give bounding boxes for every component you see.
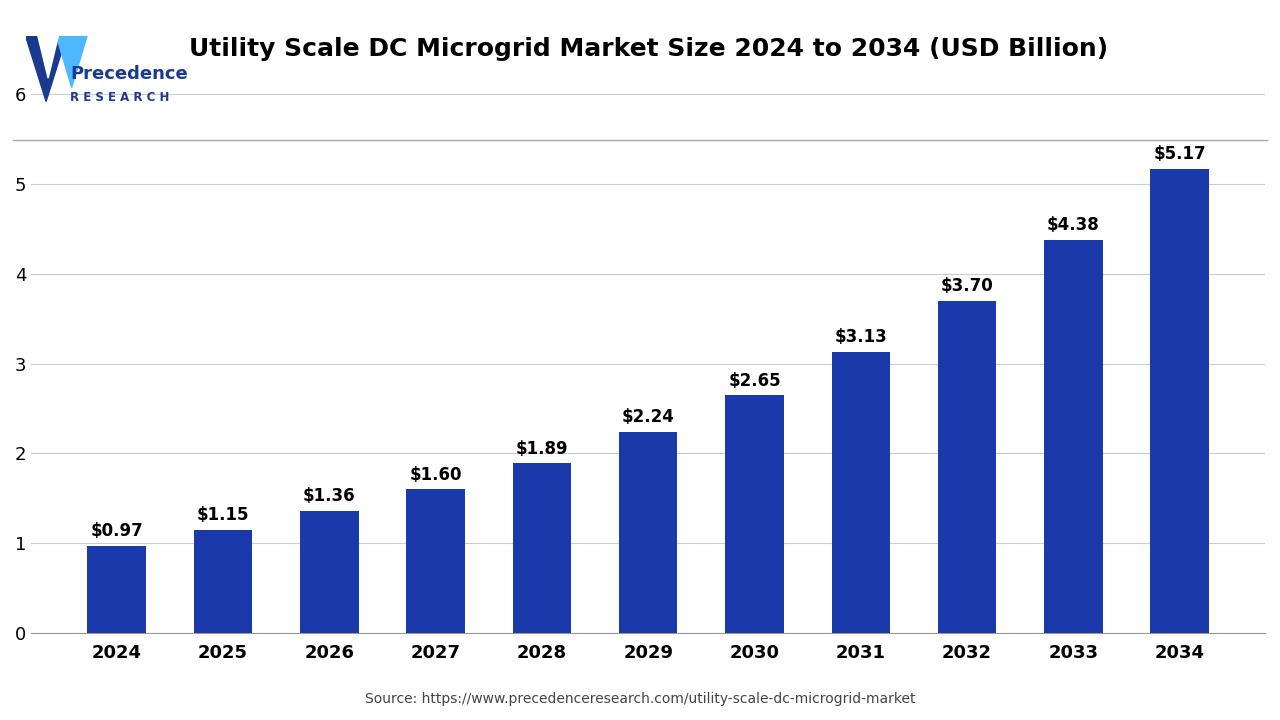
Polygon shape: [26, 36, 67, 102]
Bar: [300, 510, 358, 633]
Bar: [87, 546, 146, 633]
Bar: [193, 529, 252, 633]
Text: $1.89: $1.89: [516, 440, 568, 458]
Bar: [620, 432, 677, 633]
Text: $2.65: $2.65: [728, 372, 781, 390]
Bar: [1044, 240, 1102, 633]
Text: $2.24: $2.24: [622, 408, 675, 426]
Polygon shape: [56, 36, 87, 87]
Bar: [513, 463, 571, 633]
Text: $0.97: $0.97: [91, 522, 143, 540]
Text: $1.15: $1.15: [197, 506, 250, 524]
Bar: [406, 489, 465, 633]
Text: R E S E A R C H: R E S E A R C H: [70, 91, 170, 104]
Title: Utility Scale DC Microgrid Market Size 2024 to 2034 (USD Billion): Utility Scale DC Microgrid Market Size 2…: [188, 37, 1107, 60]
Text: $1.36: $1.36: [303, 487, 356, 505]
Bar: [938, 301, 996, 633]
Bar: [1151, 169, 1208, 633]
Bar: [726, 395, 783, 633]
Text: $5.17: $5.17: [1153, 145, 1206, 163]
Polygon shape: [38, 36, 59, 78]
Text: $3.13: $3.13: [835, 328, 887, 346]
Text: $3.70: $3.70: [941, 277, 993, 295]
Bar: [832, 352, 890, 633]
Text: $1.60: $1.60: [410, 466, 462, 484]
Text: $4.38: $4.38: [1047, 216, 1100, 234]
Text: Precedence: Precedence: [70, 65, 188, 83]
Text: Source: https://www.precedenceresearch.com/utility-scale-dc-microgrid-market: Source: https://www.precedenceresearch.c…: [365, 692, 915, 706]
